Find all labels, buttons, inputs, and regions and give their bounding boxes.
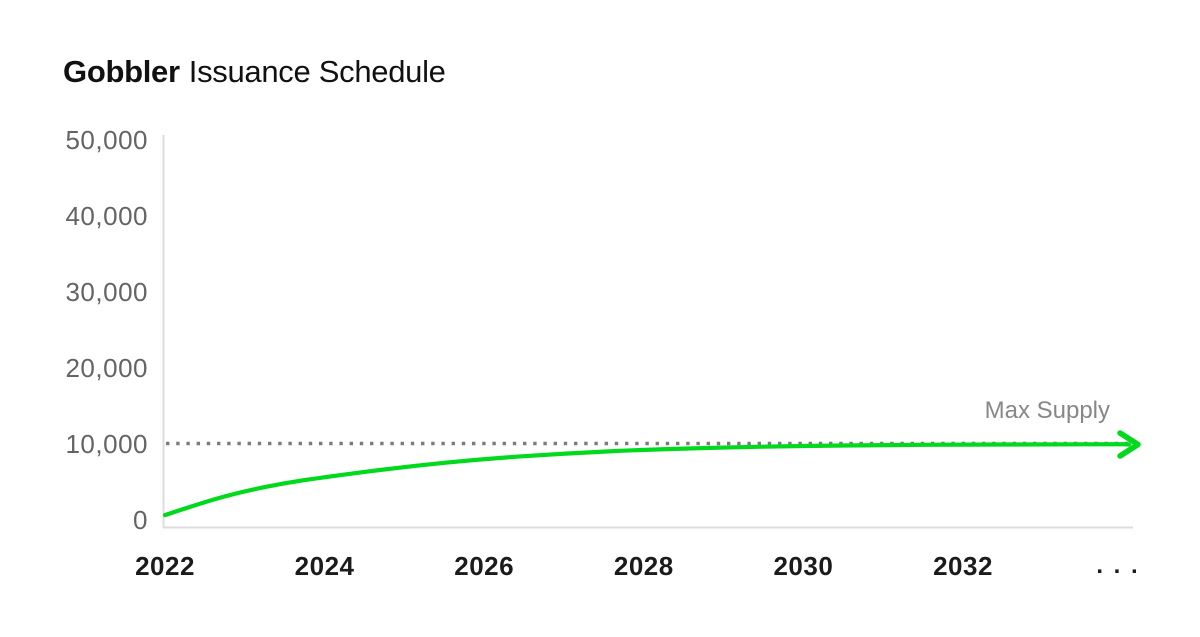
supply-curve-arrowhead-icon <box>1117 430 1141 459</box>
x-axis-tick-label: 2030 <box>773 551 834 581</box>
x-axis-tick-label: 2024 <box>294 551 355 581</box>
x-axis-tick-label: 2022 <box>135 551 195 581</box>
chart-title: Gobbler Issuance Schedule <box>63 54 446 90</box>
chart-title-brand: Gobbler <box>63 54 180 89</box>
y-axis-tick-label: 30,000 <box>65 277 148 307</box>
x-axis-tick-label: 2032 <box>933 551 993 581</box>
supply-curve <box>162 442 1132 518</box>
y-axis-tick-label: 10,000 <box>65 429 148 459</box>
y-axis-tick-label: 0 <box>133 505 148 535</box>
chart-title-rest: Issuance Schedule <box>188 54 446 89</box>
y-axis-tick-label: 20,000 <box>65 353 148 383</box>
x-axis-tick-label: 2028 <box>613 551 674 581</box>
x-axis-tick-label: 2026 <box>454 551 515 581</box>
x-axis-ellipsis-label: . . . <box>1096 552 1140 579</box>
max-supply-label: Max Supply <box>984 397 1110 424</box>
y-axis-tick-label: 40,000 <box>65 201 148 231</box>
y-axis-tick-label: 50,000 <box>65 125 148 155</box>
